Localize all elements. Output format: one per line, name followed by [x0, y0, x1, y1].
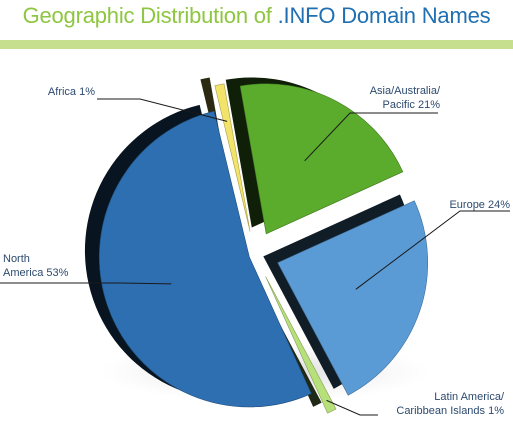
pie-slice-north-america [99, 110, 312, 408]
data-label-asia-pacific: Asia/Australia/ Pacific 21% [330, 84, 440, 112]
data-label-latin-america: Latin America/ Caribbean Islands 1% [380, 390, 504, 418]
data-label-latin-america-line-2: Caribbean Islands 1% [396, 405, 504, 417]
data-label-latin-america-line-1: Latin America/ [434, 391, 504, 403]
data-label-north-america: North America 53% [3, 252, 68, 280]
pie-slice-asia-pacific [239, 83, 404, 235]
data-label-north-america-line-1: North [3, 253, 30, 265]
title-rule [0, 40, 513, 49]
leader-line-europe [355, 210, 510, 290]
data-label-asia-pacific-line-1: Asia/Australia/ [369, 85, 440, 97]
chart-title-part-blue: .INFO Domain Names [277, 3, 491, 28]
leader-line-north-america [0, 282, 172, 285]
data-label-north-america-line-2: America 53% [3, 267, 69, 279]
chart-title: Geographic Distribution of .INFO Domain … [0, 1, 513, 31]
pie-slices [84, 77, 428, 414]
data-label-africa-line-1: Africa 1% [47, 86, 95, 98]
leader-line-asia-pacific [304, 112, 438, 162]
pie-slice-europe [277, 200, 428, 396]
data-label-asia-pacific-line-2: Pacific 21% [382, 99, 440, 111]
data-label-europe-line-1: Europe 24% [449, 199, 510, 211]
leader-line-latin-america [326, 399, 378, 416]
leader-lines [0, 98, 510, 416]
leader-line-africa [97, 98, 228, 122]
data-label-africa: Africa 1% [20, 85, 95, 99]
chart-title-part-green: Geographic Distribution of [22, 3, 278, 28]
data-label-europe: Europe 24% [420, 198, 510, 212]
pie-slice-latin-america [265, 276, 337, 414]
